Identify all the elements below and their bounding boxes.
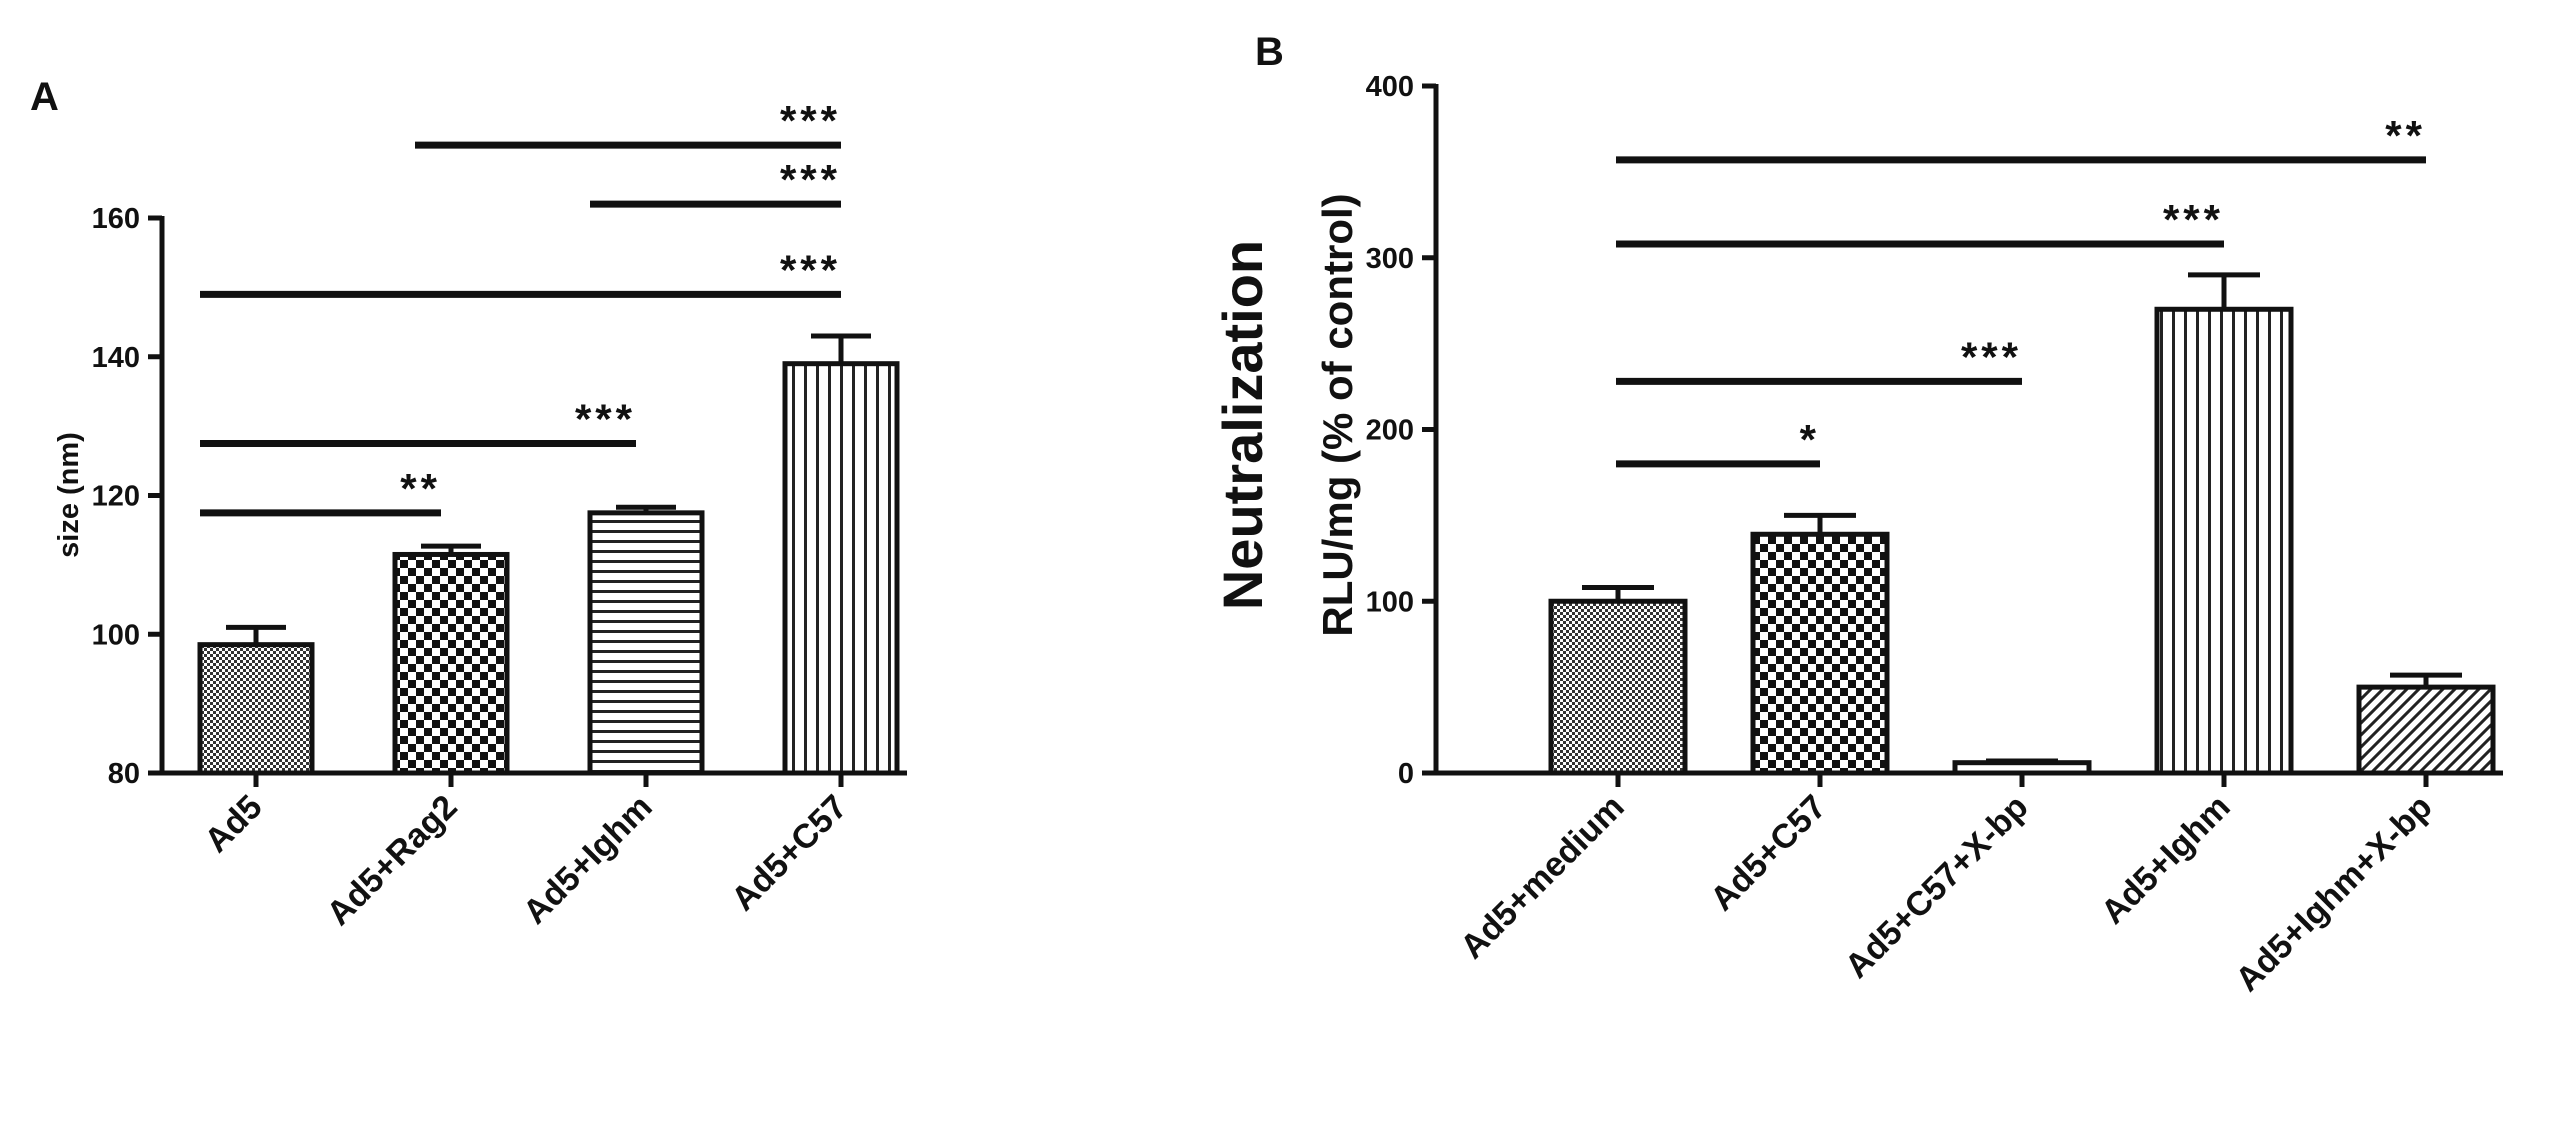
bar-ad5-ighm-x-bp <box>2356 684 2496 776</box>
x-category-label: Ad5+C57 <box>724 788 854 918</box>
bar-ad5-c57 <box>782 361 900 776</box>
y-tick-label: 300 <box>1366 243 1414 275</box>
bar-ad5 <box>197 642 315 776</box>
error-bar <box>421 543 481 555</box>
x-category-label: Ad5 <box>197 788 269 860</box>
significance-asterisks: *** <box>780 246 841 293</box>
panel-a-error-bars <box>226 333 871 645</box>
y-tick-label: 100 <box>92 619 140 651</box>
panel-a: A size (nm) ************** 8010012014016… <box>30 75 907 933</box>
panel-a-category-labels: Ad5 Ad5+Rag2 Ad5+Ighm Ad5+C57 <box>197 773 855 933</box>
significance-asterisks: *** <box>780 156 841 203</box>
error-bar <box>811 333 871 364</box>
error-bar <box>2188 272 2260 310</box>
panel-b-error-bars <box>1582 272 2462 764</box>
significance-asterisks: * <box>1800 416 1820 463</box>
y-tick-label: 140 <box>92 342 140 374</box>
panel-b-label: B <box>1255 30 1284 74</box>
x-category-label: Ad5+medium <box>1453 788 1632 967</box>
x-category-label: Ad5+Ighm+X-bp <box>2228 788 2439 999</box>
panel-b-y-axis-title: Neutralization <box>1211 240 1274 610</box>
y-tick-label: 80 <box>108 758 140 790</box>
x-category-label: Ad5+Ighm <box>516 788 660 932</box>
panel-b-category-labels: Ad5+medium Ad5+C57 Ad5+C57+X-bp Ad5+IghmAd5… <box>1453 773 2440 999</box>
significance-asterisks: *** <box>575 395 636 442</box>
panel-b-significance-lines: ********* <box>1616 112 2426 468</box>
error-bar <box>1986 758 2058 764</box>
panel-a-y-ticks: 80 100 120 140 160 <box>92 203 162 790</box>
y-tick-label: 160 <box>92 203 140 235</box>
panel-a-y-axis-label: size (nm) <box>53 432 85 558</box>
y-tick-label: 100 <box>1366 586 1414 618</box>
y-tick-label: 0 <box>1398 758 1414 790</box>
bar-ad5-c57 <box>1750 531 1890 776</box>
panel-a-significance-lines: ************** <box>200 97 841 517</box>
error-bar <box>2390 672 2462 688</box>
panel-b-y-ticks: 0 100 200 300 400 <box>1366 71 1436 790</box>
panel-a-label: A <box>30 75 59 119</box>
significance-asterisks: *** <box>780 97 841 144</box>
bar-ad5-rag2 <box>392 551 510 776</box>
significance-asterisks: ** <box>2385 112 2426 159</box>
error-bar <box>1784 512 1856 535</box>
error-bar <box>616 504 676 513</box>
panel-b-y-axis-label: RLU/mg (% of control) <box>1314 193 1361 636</box>
bar-ad5-ighm <box>587 510 705 776</box>
x-category-label: Ad5+Ighm <box>2094 788 2238 932</box>
error-bar <box>1582 585 1654 602</box>
significance-asterisks: ** <box>400 465 441 512</box>
x-category-label: Ad5+Rag2 <box>320 788 465 933</box>
panel-a-bars <box>197 361 900 776</box>
error-bar <box>226 624 286 645</box>
y-tick-label: 400 <box>1366 71 1414 103</box>
bar-ad5-ighm <box>2154 306 2294 776</box>
panel-b-bars <box>1548 306 2496 776</box>
panel-b: B Neutralization RLU/mg (% of control) *… <box>1211 30 2503 999</box>
significance-asterisks: *** <box>1961 333 2022 380</box>
bar-ad5-medium <box>1548 598 1688 776</box>
x-category-label: Ad5+C57 <box>1703 788 1833 918</box>
y-tick-label: 120 <box>92 481 140 513</box>
y-tick-label: 200 <box>1366 415 1414 447</box>
x-category-label: Ad5+C57+X-bp <box>1838 788 2036 986</box>
significance-asterisks: *** <box>2163 196 2224 243</box>
